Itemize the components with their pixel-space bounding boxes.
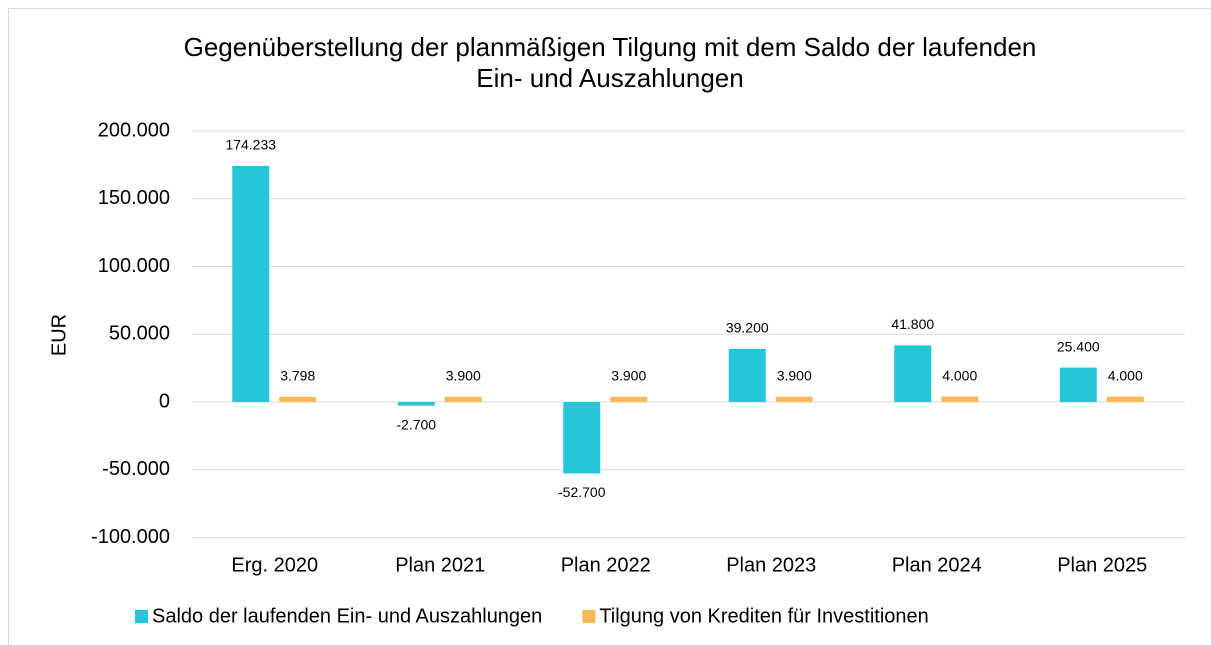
value-label: 39.200 [726,320,769,336]
value-label: 4.000 [942,367,977,383]
value-label: 3.798 [280,368,315,384]
x-tick-label: Plan 2022 [561,554,651,576]
bar [941,396,979,402]
legend-swatch [582,610,596,623]
x-tick-label: Plan 2024 [892,554,982,576]
bar [444,396,482,402]
value-label: 4.000 [1108,367,1143,383]
bar [775,396,813,402]
value-label: 3.900 [777,367,812,383]
legend-swatch [135,610,148,623]
bar [894,345,932,402]
value-label: 3.900 [446,367,481,383]
value-label: 3.900 [611,367,646,383]
bar [563,402,601,474]
bar [610,396,648,402]
value-label: 25.400 [1057,338,1100,354]
value-label: -2.700 [396,416,436,432]
chart-frame [8,8,1211,645]
x-tick-label: Erg. 2020 [231,554,318,576]
y-axis-label: EUR [48,314,70,356]
x-tick-label: Plan 2021 [395,554,485,576]
value-label: 174.233 [225,137,276,153]
y-tick-label: 200.000 [98,119,170,141]
bar [397,402,435,406]
y-tick-label: 0 [159,390,170,412]
bar [279,396,317,402]
bar [728,348,766,402]
bar [1106,396,1144,402]
y-tick-label: 150.000 [98,187,170,209]
y-tick-label: 50.000 [109,323,170,345]
y-tick-label: -50.000 [102,458,170,480]
y-tick-label: -100.000 [91,526,170,548]
value-label: 41.800 [891,316,934,332]
x-tick-label: Plan 2023 [726,554,816,576]
y-tick-label: 100.000 [98,255,170,277]
legend-label: Saldo der laufenden Ein- und Auszahlunge… [152,605,542,627]
value-label: -52.700 [558,484,606,500]
chart-title: Gegenüberstellung der planmäßigen Tilgun… [183,32,1037,93]
bar [232,165,270,402]
x-tick-label: Plan 2025 [1057,554,1147,576]
bar [1059,367,1097,402]
legend-label: Tilgung von Krediten für Investitionen [599,605,928,627]
